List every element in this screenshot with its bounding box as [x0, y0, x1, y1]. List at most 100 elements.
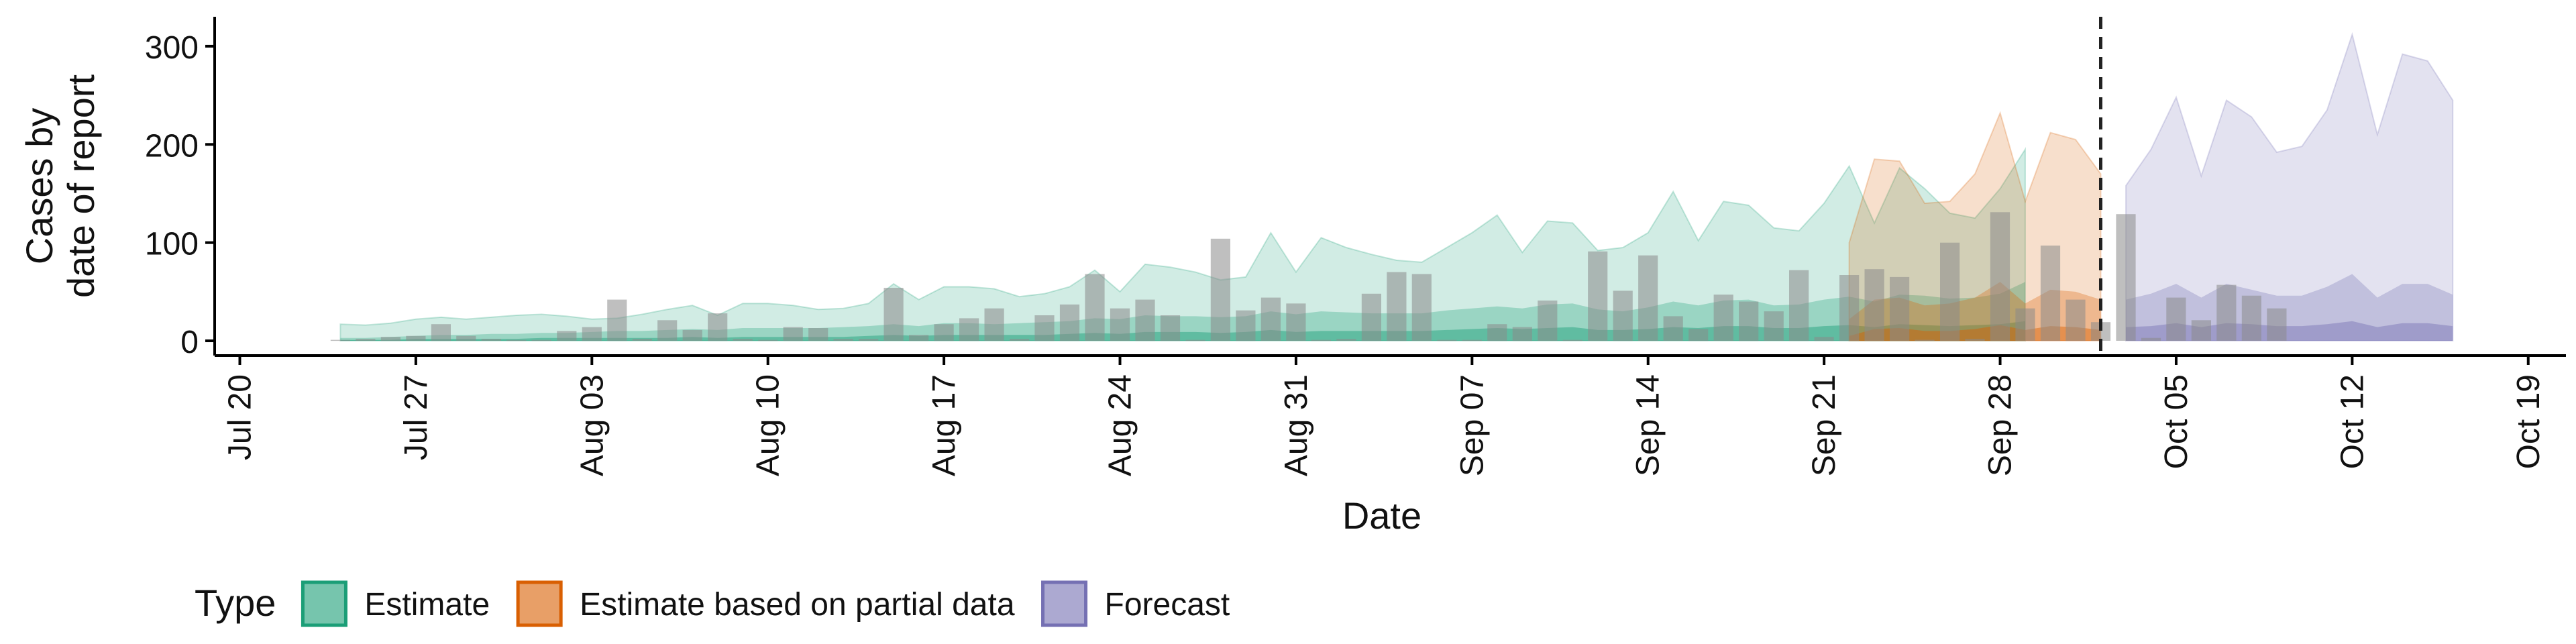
- x-tick-label: Oct 19: [2511, 374, 2546, 469]
- observed-bar: [1336, 339, 1356, 341]
- observed-bar: [1965, 339, 1985, 341]
- observed-bar: [1462, 339, 1482, 341]
- x-tick-label: Aug 31: [1279, 374, 1314, 476]
- observed-bar: [1387, 272, 1407, 341]
- observed-bar: [1764, 311, 1784, 341]
- estimate-based-on-partial-data-inner-band: [1849, 282, 2101, 341]
- observed-bar: [1260, 297, 1281, 341]
- observed-bar: [883, 288, 904, 341]
- observed-bar: [984, 308, 1004, 341]
- observed-bar: [1638, 255, 1658, 341]
- observed-bar: [1663, 316, 1683, 341]
- legend-swatch-estimate-based-on-partial-data: [516, 580, 563, 627]
- observed-bar: [959, 318, 979, 341]
- observed-bar: [1940, 242, 1960, 341]
- y-tick-label: 300: [145, 30, 199, 66]
- x-tick-label: Aug 17: [926, 374, 962, 476]
- observed-bar: [406, 335, 426, 341]
- observed-bar: [431, 324, 451, 341]
- observed-bar: [531, 339, 551, 341]
- observed-bar: [1562, 339, 1582, 341]
- observed-bar: [632, 339, 652, 341]
- estimate-based-on-partial-data-core-band: [1849, 325, 2101, 341]
- legend: Type Estimate Estimate based on partial d…: [195, 580, 1230, 627]
- observed-bar: [330, 339, 350, 341]
- observed-bar: [1839, 275, 1860, 341]
- observed-bar: [1185, 339, 1205, 341]
- observed-bar: [1814, 337, 1834, 341]
- x-tick-label: Sep 07: [1454, 374, 1490, 476]
- x-tick-label: Sep 14: [1631, 374, 1666, 476]
- observed-bar: [2040, 246, 2061, 341]
- x-tick-label: Aug 03: [574, 374, 610, 476]
- legend-swatch-forecast: [1041, 580, 1088, 627]
- observed-bar: [456, 335, 476, 341]
- y-tick-label: 200: [145, 128, 199, 164]
- observed-bar: [783, 327, 803, 341]
- observed-bar: [833, 339, 853, 341]
- observed-bar: [481, 339, 501, 341]
- observed-bar: [1915, 339, 1935, 341]
- x-tick-label: Sep 21: [1807, 374, 1842, 476]
- x-tick-label: Aug 24: [1103, 374, 1138, 476]
- observed-bar: [1010, 339, 1030, 341]
- observed-bar: [1512, 327, 1532, 341]
- y-axis-label-line-2: date of report: [60, 74, 102, 299]
- observed-bar: [2065, 299, 2086, 341]
- observed-bar: [1286, 303, 1306, 341]
- y-tick-label: 100: [145, 227, 199, 262]
- axes-layer: 0 100 200 300 Jul 20 Jul 27 Aug 03 Aug 10 Aug 17…: [145, 17, 2566, 476]
- observed-bar: [1236, 310, 1256, 341]
- x-tick-label: Sep 28: [1983, 374, 2019, 476]
- observed-bar: [1739, 301, 1759, 341]
- observed-bar: [2015, 308, 2035, 341]
- observed-bar: [1110, 308, 1130, 341]
- observed-bar: [557, 331, 577, 341]
- observed-bar: [1864, 269, 1884, 341]
- observed-bar-layer: [330, 212, 2287, 341]
- observed-bar: [1538, 301, 1558, 341]
- observed-bar: [1311, 339, 1331, 341]
- legend-title: Type: [195, 582, 276, 624]
- observed-bar: [2166, 297, 2186, 341]
- observed-bar: [1890, 276, 1910, 341]
- x-axis-label: Date: [1342, 494, 1421, 537]
- observed-bar: [682, 329, 702, 341]
- observed-bar: [733, 339, 753, 341]
- observed-bar: [758, 339, 778, 341]
- observed-bar: [2241, 295, 2261, 341]
- legend-swatch-estimate: [301, 580, 347, 627]
- observed-bar: [582, 327, 602, 341]
- x-tick-label: Oct 05: [2159, 374, 2194, 469]
- legend-label-estimate-based-on-partial-data: Estimate based on partial data: [580, 587, 1015, 623]
- x-tick-label: Jul 20: [222, 374, 258, 460]
- observed-bar: [1085, 274, 1105, 341]
- observed-bar: [1135, 299, 1155, 341]
- legend-label-forecast: Forecast: [1105, 587, 1230, 623]
- observed-bar: [1059, 304, 1080, 341]
- observed-bar: [1588, 251, 1608, 341]
- observed-bar: [380, 337, 400, 341]
- observed-bar: [2216, 284, 2237, 341]
- observed-bar: [1411, 274, 1432, 341]
- observed-bar: [808, 328, 828, 341]
- observed-bar: [1613, 290, 1633, 341]
- observed-bar: [1990, 212, 2010, 341]
- observed-bar: [934, 324, 954, 341]
- observed-bar: [708, 313, 728, 341]
- y-axis-label-line-1: Cases by: [18, 108, 60, 264]
- observed-bar: [1688, 329, 1709, 341]
- observed-bar: [909, 335, 929, 341]
- observed-bar: [1487, 324, 1507, 341]
- observed-bar: [1789, 270, 1809, 341]
- observed-bar: [2141, 337, 2161, 341]
- observed-bar: [1160, 315, 1181, 341]
- observed-bar: [1713, 294, 1733, 341]
- observed-bar: [607, 299, 627, 341]
- observed-bar: [1437, 339, 1457, 341]
- x-tick-label: Oct 12: [2334, 374, 2370, 469]
- observed-bar: [1210, 238, 1230, 341]
- observed-bar: [1034, 315, 1055, 341]
- x-tick-label: Jul 27: [398, 374, 434, 460]
